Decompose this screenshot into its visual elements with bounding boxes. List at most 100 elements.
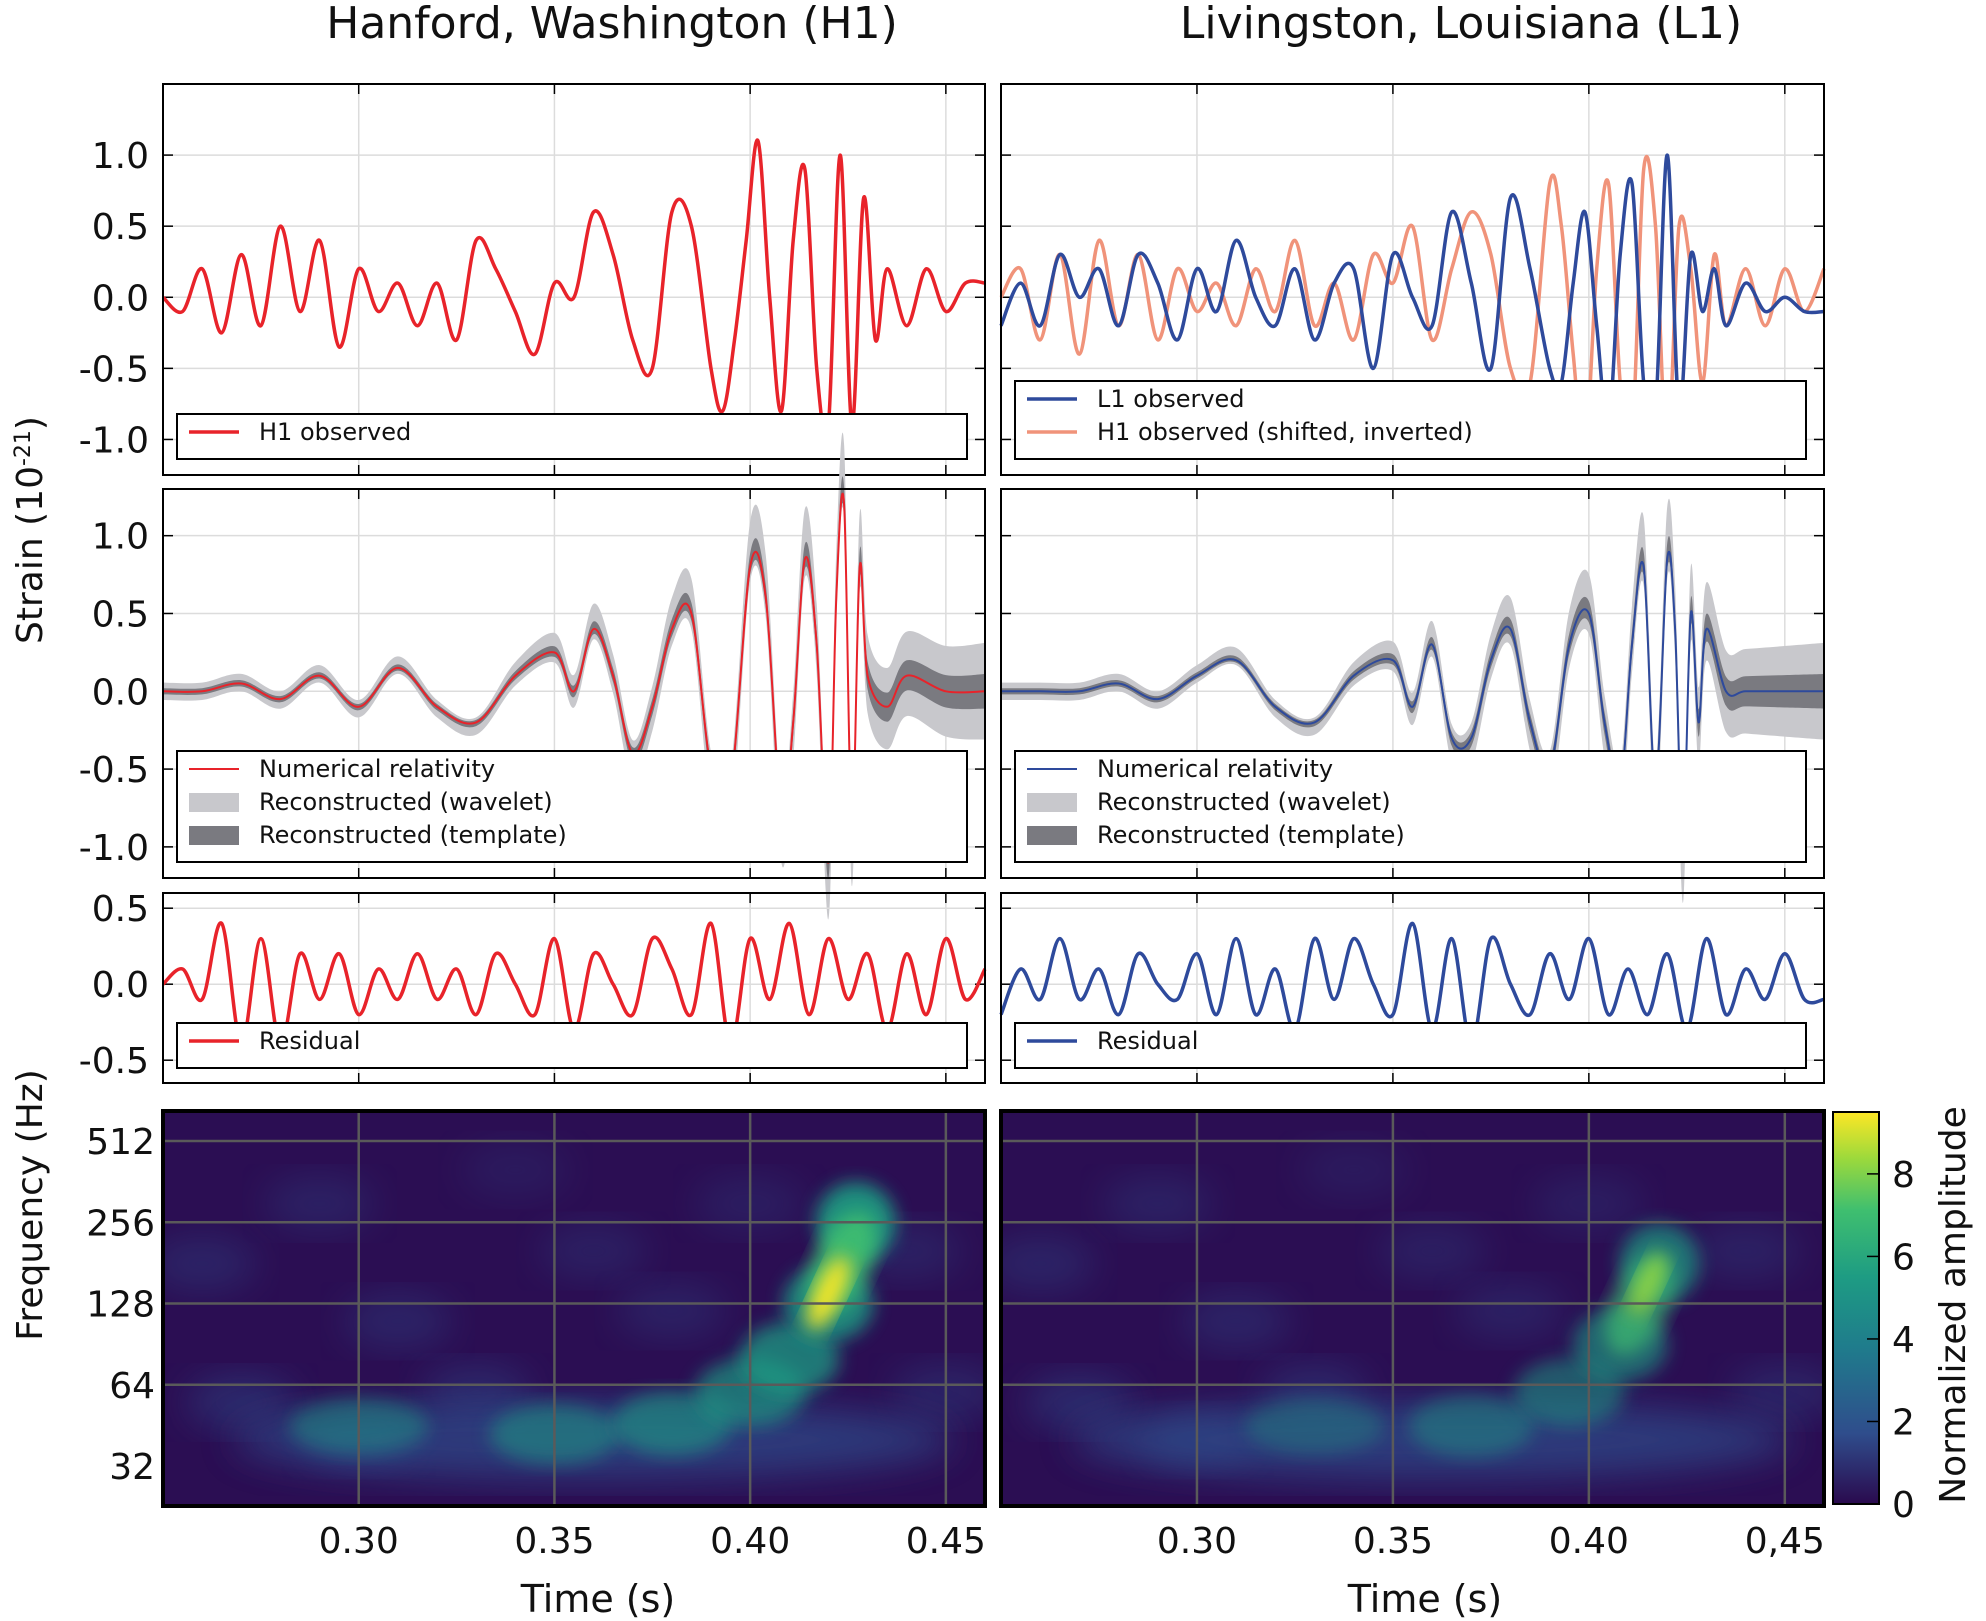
legend: Numerical relativity Reconstructed (wavel… xyxy=(176,750,968,863)
legend-box xyxy=(1014,1022,1807,1069)
spectrogram-texture xyxy=(1690,1223,1801,1280)
title-h1: Hanford, Washington (H1) xyxy=(326,0,898,49)
ylabel-frequency: Frequency (Hz) xyxy=(10,1069,51,1340)
xtick-label: 0.40 xyxy=(710,1521,790,1562)
legend-label: Reconstructed (template) xyxy=(259,821,567,849)
legend-swatch xyxy=(1027,826,1077,845)
xtick-label: 0.45 xyxy=(906,1521,986,1562)
legend-label: Numerical relativity xyxy=(1097,755,1333,783)
legend-box xyxy=(176,413,968,460)
panel-h1-time-frequency xyxy=(163,1111,985,1506)
chirp-track xyxy=(739,1322,840,1395)
legend-box xyxy=(176,750,968,863)
legend-label: Residual xyxy=(1097,1027,1198,1055)
legend-label: Reconstructed (wavelet) xyxy=(1097,788,1391,816)
xtick-label: 0,45 xyxy=(1745,1521,1825,1562)
series-line xyxy=(1000,550,1824,848)
colorbar-label: Normalized amplitude xyxy=(1933,1106,1974,1504)
spectrogram-texture xyxy=(186,1374,297,1431)
ytick-label: -0.5 xyxy=(79,349,149,390)
legend-box xyxy=(1014,380,1807,460)
ytick-label: 0.0 xyxy=(92,672,149,713)
xlabel-h1: Time (s) xyxy=(520,1577,676,1621)
ytick-label-frequency: 32 xyxy=(109,1447,155,1488)
ylabel-strain-exp: -21 xyxy=(11,430,36,466)
spectrogram-texture xyxy=(163,1235,258,1292)
legend: L1 observed H1 observed (shifted, inverte… xyxy=(1014,380,1807,460)
legend-label: L1 observed xyxy=(1097,385,1245,413)
spectrogram-texture xyxy=(460,1141,571,1198)
legend-swatch xyxy=(189,793,239,812)
spectrogram-texture xyxy=(1455,1283,1566,1340)
xtick-label: 0.30 xyxy=(319,1521,399,1562)
series-line xyxy=(999,154,1826,458)
ytick-label: 0.5 xyxy=(92,594,149,635)
legend-label: H1 observed xyxy=(259,418,411,446)
series-line xyxy=(161,138,986,440)
legend: Residual xyxy=(176,1022,968,1069)
spectrogram-texture xyxy=(1377,1223,1488,1280)
ytick-label-frequency: 256 xyxy=(86,1203,155,1244)
ytick-label: 0.0 xyxy=(92,965,149,1006)
panel-frame xyxy=(162,83,986,476)
legend: H1 observed xyxy=(176,413,968,460)
panel-l1-time-frequency xyxy=(1001,1111,1824,1506)
spectrogram-texture xyxy=(1181,1293,1292,1350)
ytick-label-frequency: 128 xyxy=(86,1285,155,1326)
panel-l1-residual: Residual xyxy=(999,892,1825,1084)
ytick-label-frequency: 512 xyxy=(86,1122,155,1163)
chirp-peak-hot xyxy=(1629,1253,1666,1317)
ytick-label: -0.5 xyxy=(79,750,149,791)
spectrogram-texture xyxy=(890,1364,985,1421)
chirp-track xyxy=(1244,1398,1385,1455)
legend-label: Residual xyxy=(259,1027,360,1055)
legend: Numerical relativity Reconstructed (wavel… xyxy=(1014,750,1807,863)
title-l1: Livingston, Louisiana (L1) xyxy=(1180,0,1742,49)
chirp-track xyxy=(1408,1395,1534,1458)
spectrogram-texture xyxy=(264,1175,375,1232)
spectrogram-frame xyxy=(161,1109,987,1508)
panel-frame xyxy=(162,488,986,879)
colorbar xyxy=(1832,1111,1880,1505)
spectrogram-texture xyxy=(1729,1364,1824,1421)
spectrogram-texture xyxy=(1001,1235,1096,1292)
panel-h1-reconstructed: 1.0 0.5 0.0 -0.5 -1.0 Numerical relativity Rec… xyxy=(79,432,986,920)
xlabel-l1: Time (s) xyxy=(1347,1577,1503,1621)
panel-h1-residual: 0.5 0.0 -0.5 Residual xyxy=(79,889,987,1084)
colorbar-tick-label: 2 xyxy=(1892,1402,1915,1443)
colorbar-tick-label: 8 xyxy=(1892,1155,1915,1196)
panel-frame xyxy=(1000,83,1825,476)
legend-label: Numerical relativity xyxy=(259,755,495,783)
ytick-label: -1.0 xyxy=(79,828,149,869)
panel-l1-strain-observed: L1 observed H1 observed (shifted, inverte… xyxy=(999,83,1826,476)
legend-swatch xyxy=(189,826,239,845)
colorbar-tick-label: 6 xyxy=(1892,1237,1915,1278)
band-template xyxy=(163,476,985,880)
legend-label: Reconstructed (wavelet) xyxy=(259,788,553,816)
panel-frame xyxy=(1000,892,1825,1084)
panel-l1-reconstructed: Numerical relativity Reconstructed (wavel… xyxy=(1000,488,1825,903)
ytick-label: 0.5 xyxy=(92,889,149,930)
spectrogram-texture xyxy=(1102,1175,1213,1232)
colorbar-tick-label: 0 xyxy=(1892,1485,1915,1526)
panel-frame xyxy=(1000,488,1825,879)
ytick-label: 0.5 xyxy=(92,207,149,248)
legend-swatch xyxy=(1027,793,1077,812)
spectrogram-texture xyxy=(342,1293,453,1350)
legend: Residual xyxy=(1014,1022,1807,1069)
ytick-label: 1.0 xyxy=(92,136,149,177)
ytick-label: -0.5 xyxy=(79,1041,149,1082)
legend-box xyxy=(176,1022,968,1069)
ylabel-strain-close: ) xyxy=(10,416,51,430)
panel-h1-strain-observed: 1.0 0.5 0.0 -0.5 -1.0 H1 observed xyxy=(79,83,986,476)
ytick-label: 0.0 xyxy=(92,278,149,319)
colorbar-tick-label: 4 xyxy=(1892,1320,1915,1361)
legend-label: Reconstructed (template) xyxy=(1097,821,1405,849)
chirp-peak-hot xyxy=(807,1256,850,1330)
legend-label: H1 observed (shifted, inverted) xyxy=(1097,418,1473,446)
spectrogram-texture xyxy=(1298,1141,1409,1198)
ytick-label: -1.0 xyxy=(79,420,149,461)
legend-box xyxy=(1014,750,1807,863)
spectrogram-frame xyxy=(999,1109,1826,1508)
